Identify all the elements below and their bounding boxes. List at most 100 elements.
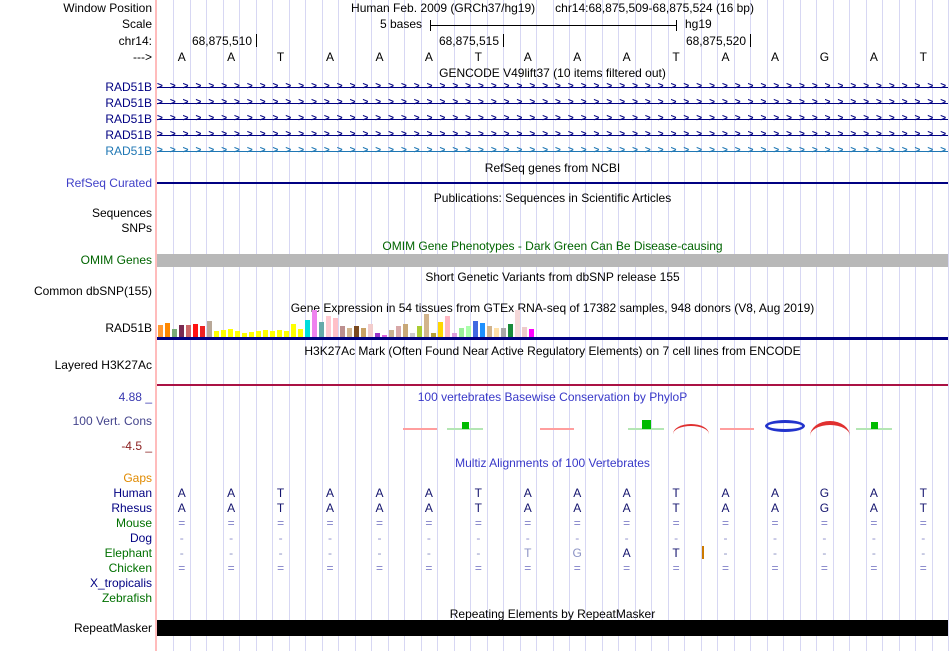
gtex-expression-bar[interactable]	[424, 314, 429, 337]
gtex-expression-bar[interactable]	[172, 329, 177, 337]
track-label-repeatmasker[interactable]: RepeatMasker	[73, 621, 152, 635]
gtex-expression-bar[interactable]	[487, 326, 492, 337]
multiz-label-chicken[interactable]: Chicken	[108, 561, 152, 575]
track-label-layered-h3k27ac[interactable]: Layered H3K27Ac	[54, 358, 152, 372]
omim-title[interactable]: OMIM Gene Phenotypes - Dark Green Can Be…	[382, 239, 723, 253]
phylop-mark-arc[interactable]	[673, 424, 709, 434]
track-label-gtex-rad51b[interactable]: RAD51B	[105, 321, 152, 335]
gtex-expression-bar[interactable]	[263, 330, 268, 337]
gtex-expression-bar[interactable]	[529, 329, 534, 337]
gtex-expression-bar[interactable]	[333, 318, 338, 337]
multiz-label-mouse[interactable]: Mouse	[115, 516, 152, 530]
multiz-label-zebrafish[interactable]: Zebrafish	[101, 591, 152, 605]
gtex-expression-bar[interactable]	[459, 328, 464, 337]
phylop-mark-positive-peak[interactable]	[870, 422, 878, 429]
gtex-expression-bar[interactable]	[515, 310, 520, 337]
track-label-rad51b-3[interactable]: RAD51B	[105, 112, 152, 126]
gencode-transcript-arrows[interactable]: >>>>>>>>>>>>>>>>>>>>>>>>>>>>>>>>>>>>>>>>…	[157, 129, 948, 140]
publications-title[interactable]: Publications: Sequences in Scientific Ar…	[433, 191, 672, 205]
gencode-transcript-line[interactable]	[157, 119, 948, 120]
track-label-omim-genes[interactable]: OMIM Genes	[80, 253, 152, 267]
gtex-expression-bar[interactable]	[347, 328, 352, 337]
h3k27ac-track-line[interactable]	[157, 384, 948, 386]
gtex-expression-bar[interactable]	[473, 321, 478, 337]
gtex-expression-bar[interactable]	[207, 321, 212, 337]
gtex-expression-bar[interactable]	[256, 331, 261, 337]
multiz-label-human[interactable]: Human	[113, 486, 152, 500]
phylop-mark-negative[interactable]	[720, 428, 754, 430]
gtex-expression-bar[interactable]	[417, 326, 422, 337]
gtex-expression-bar[interactable]	[214, 331, 219, 337]
gtex-expression-bar[interactable]	[186, 325, 191, 337]
gtex-expression-bar[interactable]	[522, 327, 527, 337]
gtex-expression-bar[interactable]	[466, 326, 471, 337]
track-label-snps[interactable]: SNPs	[121, 221, 152, 235]
track-label-100-vert-cons[interactable]: 100 Vert. Cons	[72, 414, 152, 428]
gtex-expression-bar[interactable]	[389, 330, 394, 337]
gtex-expression-bar[interactable]	[200, 326, 205, 337]
track-label-rad51b-1[interactable]: RAD51B	[105, 80, 152, 94]
gtex-expression-bar[interactable]	[368, 324, 373, 337]
gtex-expression-bar[interactable]	[445, 316, 450, 337]
multiz-title[interactable]: Multiz Alignments of 100 Vertebrates	[455, 456, 650, 470]
track-label-common-dbsnp[interactable]: Common dbSNP(155)	[33, 284, 152, 298]
refseq-title[interactable]: RefSeq genes from NCBI	[484, 161, 621, 175]
gtex-expression-bar[interactable]	[312, 310, 317, 337]
gtex-expression-bar[interactable]	[291, 324, 296, 337]
gtex-expression-bar[interactable]	[452, 333, 457, 337]
gtex-expression-bar[interactable]	[326, 316, 331, 337]
refseq-curated-track-line[interactable]	[157, 182, 948, 184]
repeatmasker-track-bar[interactable]	[157, 620, 948, 636]
gencode-transcript-arrows[interactable]: >>>>>>>>>>>>>>>>>>>>>>>>>>>>>>>>>>>>>>>>…	[157, 113, 948, 124]
gencode-transcript-line[interactable]	[157, 103, 948, 104]
phylop-mark-positive-peak[interactable]	[461, 422, 469, 429]
dbsnp-title[interactable]: Short Genetic Variants from dbSNP releas…	[425, 270, 680, 284]
gtex-expression-bar[interactable]	[438, 322, 443, 337]
gtex-expression-bar[interactable]	[270, 331, 275, 337]
gtex-expression-bar[interactable]	[354, 326, 359, 337]
gtex-expression-bar[interactable]	[508, 324, 513, 337]
gtex-expression-bar[interactable]	[361, 328, 366, 337]
track-label-sequences[interactable]: Sequences	[91, 206, 152, 220]
gencode-title[interactable]: GENCODE V49lift37 (10 items filtered out…	[439, 66, 666, 80]
multiz-label-x-tropicalis[interactable]: X_tropicalis	[89, 576, 152, 590]
gencode-transcript-line[interactable]	[157, 135, 948, 136]
multiz-label-rhesus[interactable]: Rhesus	[111, 501, 152, 515]
gtex-track-baseline[interactable]	[157, 337, 948, 340]
gtex-expression-bar[interactable]	[410, 333, 415, 337]
gtex-expression-bar[interactable]	[431, 333, 436, 337]
gtex-expression-bar[interactable]	[158, 325, 163, 337]
track-label-rad51b-4[interactable]: RAD51B	[105, 128, 152, 142]
gtex-expression-bar[interactable]	[179, 325, 184, 337]
phylop-mark-ellipse[interactable]	[765, 420, 805, 432]
track-label-rad51b-5[interactable]: RAD51B	[105, 144, 152, 158]
track-label-rad51b-2[interactable]: RAD51B	[105, 96, 152, 110]
gtex-expression-bar[interactable]	[501, 328, 506, 337]
phylop-mark-positive[interactable]	[628, 428, 664, 430]
phylop-mark-negative[interactable]	[403, 428, 437, 430]
gtex-expression-bar[interactable]	[165, 323, 170, 337]
phylop-title[interactable]: 100 vertebrates Basewise Conservation by…	[417, 390, 688, 404]
multiz-label-elephant[interactable]: Elephant	[104, 546, 152, 560]
gencode-transcript-arrows[interactable]: >>>>>>>>>>>>>>>>>>>>>>>>>>>>>>>>>>>>>>>>…	[157, 97, 948, 108]
gtex-expression-bar[interactable]	[242, 333, 247, 337]
gtex-expression-bar[interactable]	[228, 329, 233, 337]
gtex-expression-bar[interactable]	[221, 330, 226, 337]
gtex-expression-bar[interactable]	[249, 332, 254, 337]
gtex-expression-bar[interactable]	[480, 323, 485, 337]
gtex-expression-bar[interactable]	[494, 328, 499, 337]
phylop-mark-positive[interactable]	[447, 428, 483, 430]
track-label-refseq-curated[interactable]: RefSeq Curated	[65, 176, 152, 190]
gtex-expression-bar[interactable]	[340, 326, 345, 337]
gtex-expression-bar[interactable]	[382, 335, 387, 337]
gtex-expression-bar[interactable]	[305, 320, 310, 337]
repeatmasker-title[interactable]: Repeating Elements by RepeatMasker	[449, 607, 656, 621]
gtex-title[interactable]: Gene Expression in 54 tissues from GTEx …	[290, 301, 815, 315]
gtex-expression-bar[interactable]	[284, 331, 289, 337]
phylop-mark-positive-peak[interactable]	[641, 420, 651, 429]
phylop-mark-arc-bold[interactable]	[810, 421, 850, 436]
gencode-transcript-line[interactable]	[157, 151, 948, 152]
multiz-label-dog[interactable]: Dog	[129, 531, 152, 545]
gtex-expression-bar[interactable]	[193, 324, 198, 337]
h3k27ac-title[interactable]: H3K27Ac Mark (Often Found Near Active Re…	[304, 344, 801, 358]
